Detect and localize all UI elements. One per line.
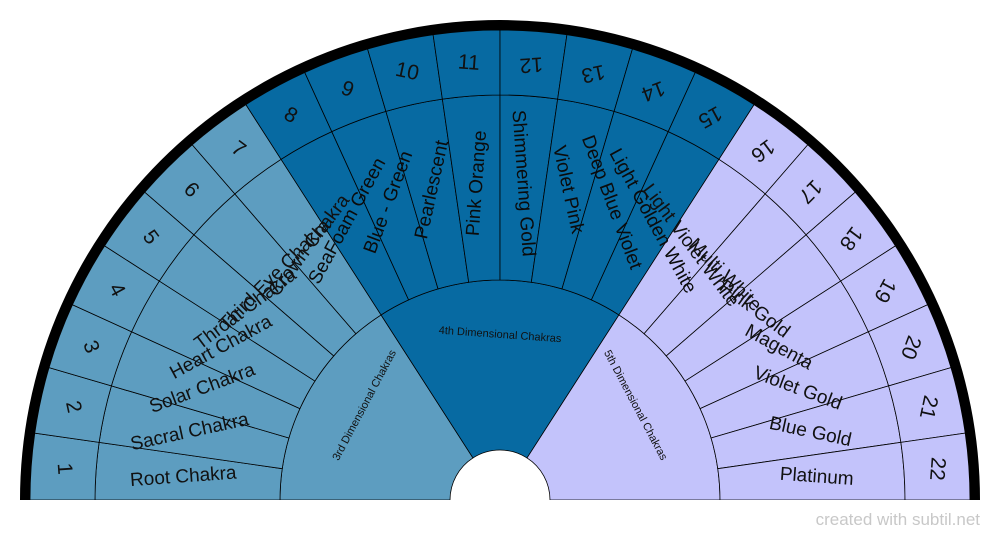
segment-number-1: 1 — [53, 462, 77, 475]
segment-label-22: Platinum — [779, 464, 854, 490]
segment-number-22: 22 — [925, 456, 950, 481]
segment-number-10: 10 — [393, 58, 421, 85]
segment-number-12: 12 — [519, 52, 544, 77]
segment-number-2: 2 — [61, 399, 86, 415]
credit-text: created with subtil.net — [815, 510, 980, 529]
segment-number-11: 11 — [457, 50, 480, 74]
base-mask — [0, 500, 1000, 540]
segment-number-13: 13 — [579, 60, 607, 87]
segment-number-21: 21 — [915, 393, 942, 421]
